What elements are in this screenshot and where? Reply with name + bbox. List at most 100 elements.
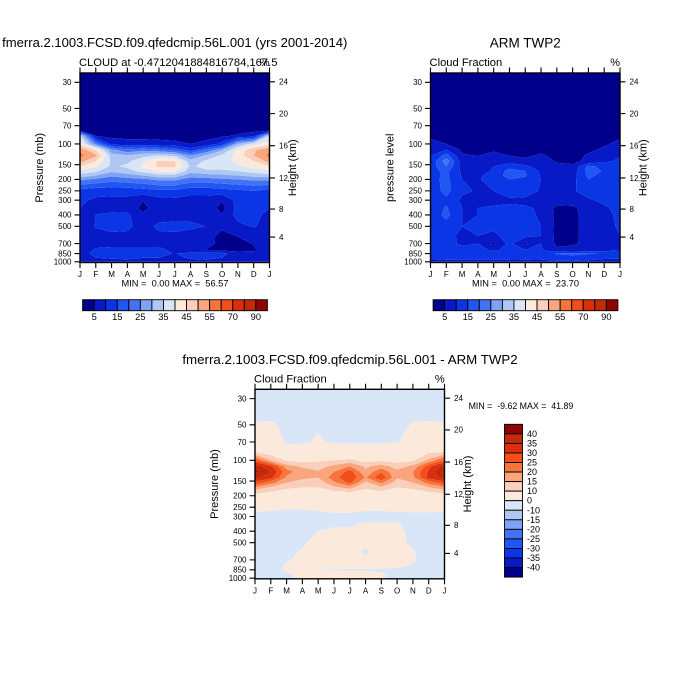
svg-text:O: O — [394, 586, 400, 595]
svg-text:16: 16 — [630, 142, 639, 151]
svg-text:100: 100 — [409, 140, 423, 149]
svg-text:24: 24 — [279, 78, 288, 87]
svg-text:J: J — [429, 270, 433, 279]
svg-text:pressure level: pressure level — [384, 134, 396, 202]
svg-text:M: M — [140, 270, 147, 279]
svg-text:8: 8 — [279, 205, 284, 214]
svg-text:A: A — [475, 270, 481, 279]
svg-text:M: M — [283, 586, 290, 595]
svg-text:J: J — [618, 270, 622, 279]
svg-text:%: % — [260, 57, 270, 69]
svg-text:55: 55 — [204, 312, 214, 322]
svg-text:%: % — [435, 374, 445, 386]
svg-text:300: 300 — [233, 512, 247, 521]
svg-text:12: 12 — [454, 490, 463, 499]
svg-text:30: 30 — [413, 78, 422, 87]
svg-text:45: 45 — [532, 312, 542, 322]
svg-text:300: 300 — [58, 196, 72, 205]
svg-text:A: A — [188, 270, 194, 279]
svg-text:700: 700 — [58, 239, 72, 248]
svg-text:500: 500 — [409, 222, 423, 231]
svg-text:J: J — [173, 270, 177, 279]
svg-text:700: 700 — [409, 239, 423, 248]
svg-text:400: 400 — [233, 527, 247, 536]
svg-text:Pressure (mb): Pressure (mb) — [209, 449, 221, 519]
svg-text:Cloud Fraction: Cloud Fraction — [430, 57, 503, 69]
svg-text:Pressure (mb): Pressure (mb) — [34, 133, 46, 203]
svg-text:-15: -15 — [527, 515, 540, 525]
svg-text:J: J — [507, 270, 511, 279]
svg-text:F: F — [93, 270, 98, 279]
svg-text:%: % — [610, 57, 620, 69]
svg-text:CLOUD at -0.4712041884816784,1: CLOUD at -0.4712041884816784,167.5 — [79, 57, 277, 69]
svg-text:25: 25 — [527, 458, 537, 468]
svg-text:16: 16 — [454, 458, 463, 467]
svg-text:70: 70 — [413, 122, 422, 131]
svg-text:400: 400 — [409, 211, 423, 220]
svg-text:-25: -25 — [527, 534, 540, 544]
svg-text:24: 24 — [454, 394, 463, 403]
svg-text:70: 70 — [228, 312, 238, 322]
svg-text:-10: -10 — [527, 505, 540, 515]
svg-text:J: J — [268, 270, 272, 279]
svg-text:A: A — [363, 586, 369, 595]
svg-text:N: N — [235, 270, 241, 279]
svg-text:250: 250 — [409, 187, 423, 196]
svg-text:N: N — [586, 270, 592, 279]
svg-text:50: 50 — [413, 104, 422, 113]
svg-text:5: 5 — [442, 312, 447, 322]
svg-text:J: J — [332, 586, 336, 595]
svg-text:Height (km): Height (km) — [287, 139, 299, 196]
svg-text:300: 300 — [409, 196, 423, 205]
svg-text:-20: -20 — [527, 524, 540, 534]
svg-text:MIN = -9.62 MAX = 41.89: MIN = -9.62 MAX = 41.89 — [469, 401, 574, 411]
svg-text:Height (km): Height (km) — [638, 139, 650, 196]
svg-text:Height (km): Height (km) — [462, 456, 474, 513]
svg-text:50: 50 — [238, 421, 247, 430]
svg-text:12: 12 — [279, 174, 288, 183]
svg-text:S: S — [204, 270, 209, 279]
svg-text:55: 55 — [555, 312, 565, 322]
svg-text:J: J — [443, 586, 447, 595]
svg-text:N: N — [410, 586, 416, 595]
svg-text:J: J — [78, 270, 82, 279]
svg-text:8: 8 — [630, 205, 635, 214]
svg-text:100: 100 — [58, 140, 72, 149]
svg-text:150: 150 — [233, 477, 247, 486]
svg-text:35: 35 — [158, 312, 168, 322]
svg-text:35: 35 — [527, 438, 537, 448]
svg-text:M: M — [108, 270, 115, 279]
svg-text:850: 850 — [409, 249, 423, 258]
svg-text:S: S — [379, 586, 384, 595]
svg-text:35: 35 — [509, 312, 519, 322]
svg-text:D: D — [251, 270, 257, 279]
svg-text:15: 15 — [112, 312, 122, 322]
svg-text:-40: -40 — [527, 563, 540, 573]
svg-text:150: 150 — [409, 161, 423, 170]
svg-text:400: 400 — [58, 211, 72, 220]
svg-text:90: 90 — [251, 312, 261, 322]
svg-text:fmerra.2.1003.FCSD.f09.qfedcmi: fmerra.2.1003.FCSD.f09.qfedcmip.56L.001 … — [182, 352, 517, 367]
svg-text:S: S — [554, 270, 559, 279]
svg-text:A: A — [300, 586, 306, 595]
svg-text:100: 100 — [233, 456, 247, 465]
svg-text:5: 5 — [92, 312, 97, 322]
svg-text:90: 90 — [601, 312, 611, 322]
svg-text:-35: -35 — [527, 553, 540, 563]
svg-text:30: 30 — [63, 78, 72, 87]
svg-text:200: 200 — [58, 175, 72, 184]
svg-text:4: 4 — [454, 549, 459, 558]
svg-text:16: 16 — [279, 142, 288, 151]
svg-text:O: O — [570, 270, 576, 279]
svg-text:500: 500 — [58, 222, 72, 231]
svg-text:15: 15 — [527, 477, 537, 487]
svg-text:J: J — [253, 586, 257, 595]
svg-text:20: 20 — [630, 109, 639, 118]
svg-text:-30: -30 — [527, 543, 540, 553]
svg-text:M: M — [315, 586, 322, 595]
svg-text:D: D — [601, 270, 607, 279]
svg-text:850: 850 — [233, 566, 247, 575]
svg-text:M: M — [459, 270, 466, 279]
svg-text:O: O — [219, 270, 225, 279]
svg-text:150: 150 — [58, 161, 72, 170]
